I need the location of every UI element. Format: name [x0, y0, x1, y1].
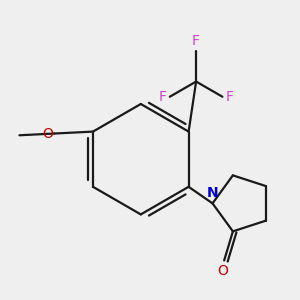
Text: N: N — [207, 186, 218, 200]
Text: O: O — [217, 264, 228, 278]
Text: F: F — [225, 90, 233, 104]
Text: F: F — [159, 90, 167, 104]
Text: F: F — [192, 34, 200, 48]
Text: O: O — [43, 127, 53, 140]
